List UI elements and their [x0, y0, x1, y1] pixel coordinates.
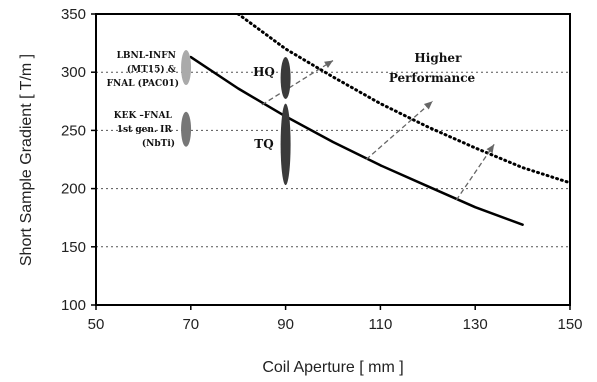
higher-performance-line-1: Higher: [414, 51, 462, 65]
y-tick-label: 300: [61, 64, 86, 81]
x-axis-title: Coil Aperture [ mm ]: [262, 359, 403, 376]
y-axis-title: Short Sample Gradient [ T/m ]: [18, 54, 35, 266]
kek-label-line-3: (NbTi): [142, 138, 175, 149]
performance-arrow: [365, 100, 433, 160]
x-tick-label: 70: [182, 316, 199, 333]
x-tick-label: 50: [88, 316, 105, 333]
marker-hq: [280, 57, 291, 100]
performance-arrow: [455, 144, 495, 201]
lbnl-label-line-3: FNAL (PAC01): [107, 78, 179, 89]
higher-performance-curve: [236, 14, 570, 185]
marker-tq: [280, 103, 291, 186]
kek-label-line-2: 1st gen. IR: [117, 125, 173, 135]
marker-lbnlinfn: [181, 50, 192, 86]
higher-performance-label: Higher Performance: [389, 51, 476, 85]
series-curves: [189, 14, 570, 226]
marker-kek: [181, 111, 192, 147]
tick-labels: 50 70 90 110 130 150 100 150 200 250 300 350: [61, 6, 583, 333]
lbnl-label-line-1: LBNL-INFN: [117, 51, 176, 61]
plot-frame: [91, 13, 571, 310]
x-tick-label: 150: [557, 316, 582, 333]
x-tick-label: 90: [277, 316, 294, 333]
kek-label: KEK –FNAL 1st gen. IR (NbTi): [114, 111, 175, 149]
arrowhead-icon: [486, 144, 495, 154]
x-tick-label: 130: [463, 316, 488, 333]
higher-performance-line-2: Performance: [389, 71, 476, 85]
y-tick-label: 200: [61, 181, 86, 198]
y-tick-label: 100: [61, 297, 86, 314]
y-tick-label: 250: [61, 122, 86, 139]
y-tick-label: 350: [61, 6, 86, 23]
arrowhead-icon: [324, 60, 333, 69]
performance-arrow: [261, 60, 334, 106]
plot-border: [95, 13, 571, 306]
lbnl-label: LBNL-INFN (MT15) & FNAL (PAC01): [107, 51, 179, 89]
kek-label-line-1: KEK –FNAL: [114, 111, 173, 121]
grid-lines: [96, 71, 570, 248]
x-tick-label: 110: [368, 316, 392, 333]
lbnl-label-line-2: (MT15) &: [127, 64, 176, 75]
tq-label: TQ: [254, 137, 273, 151]
current-performance-curve: [189, 55, 524, 226]
y-tick-label: 150: [61, 239, 86, 256]
arrowhead-icon: [423, 101, 433, 110]
performance-arrows: [261, 60, 495, 201]
magnet-markers: [181, 50, 291, 186]
hq-label: HQ: [253, 65, 275, 79]
